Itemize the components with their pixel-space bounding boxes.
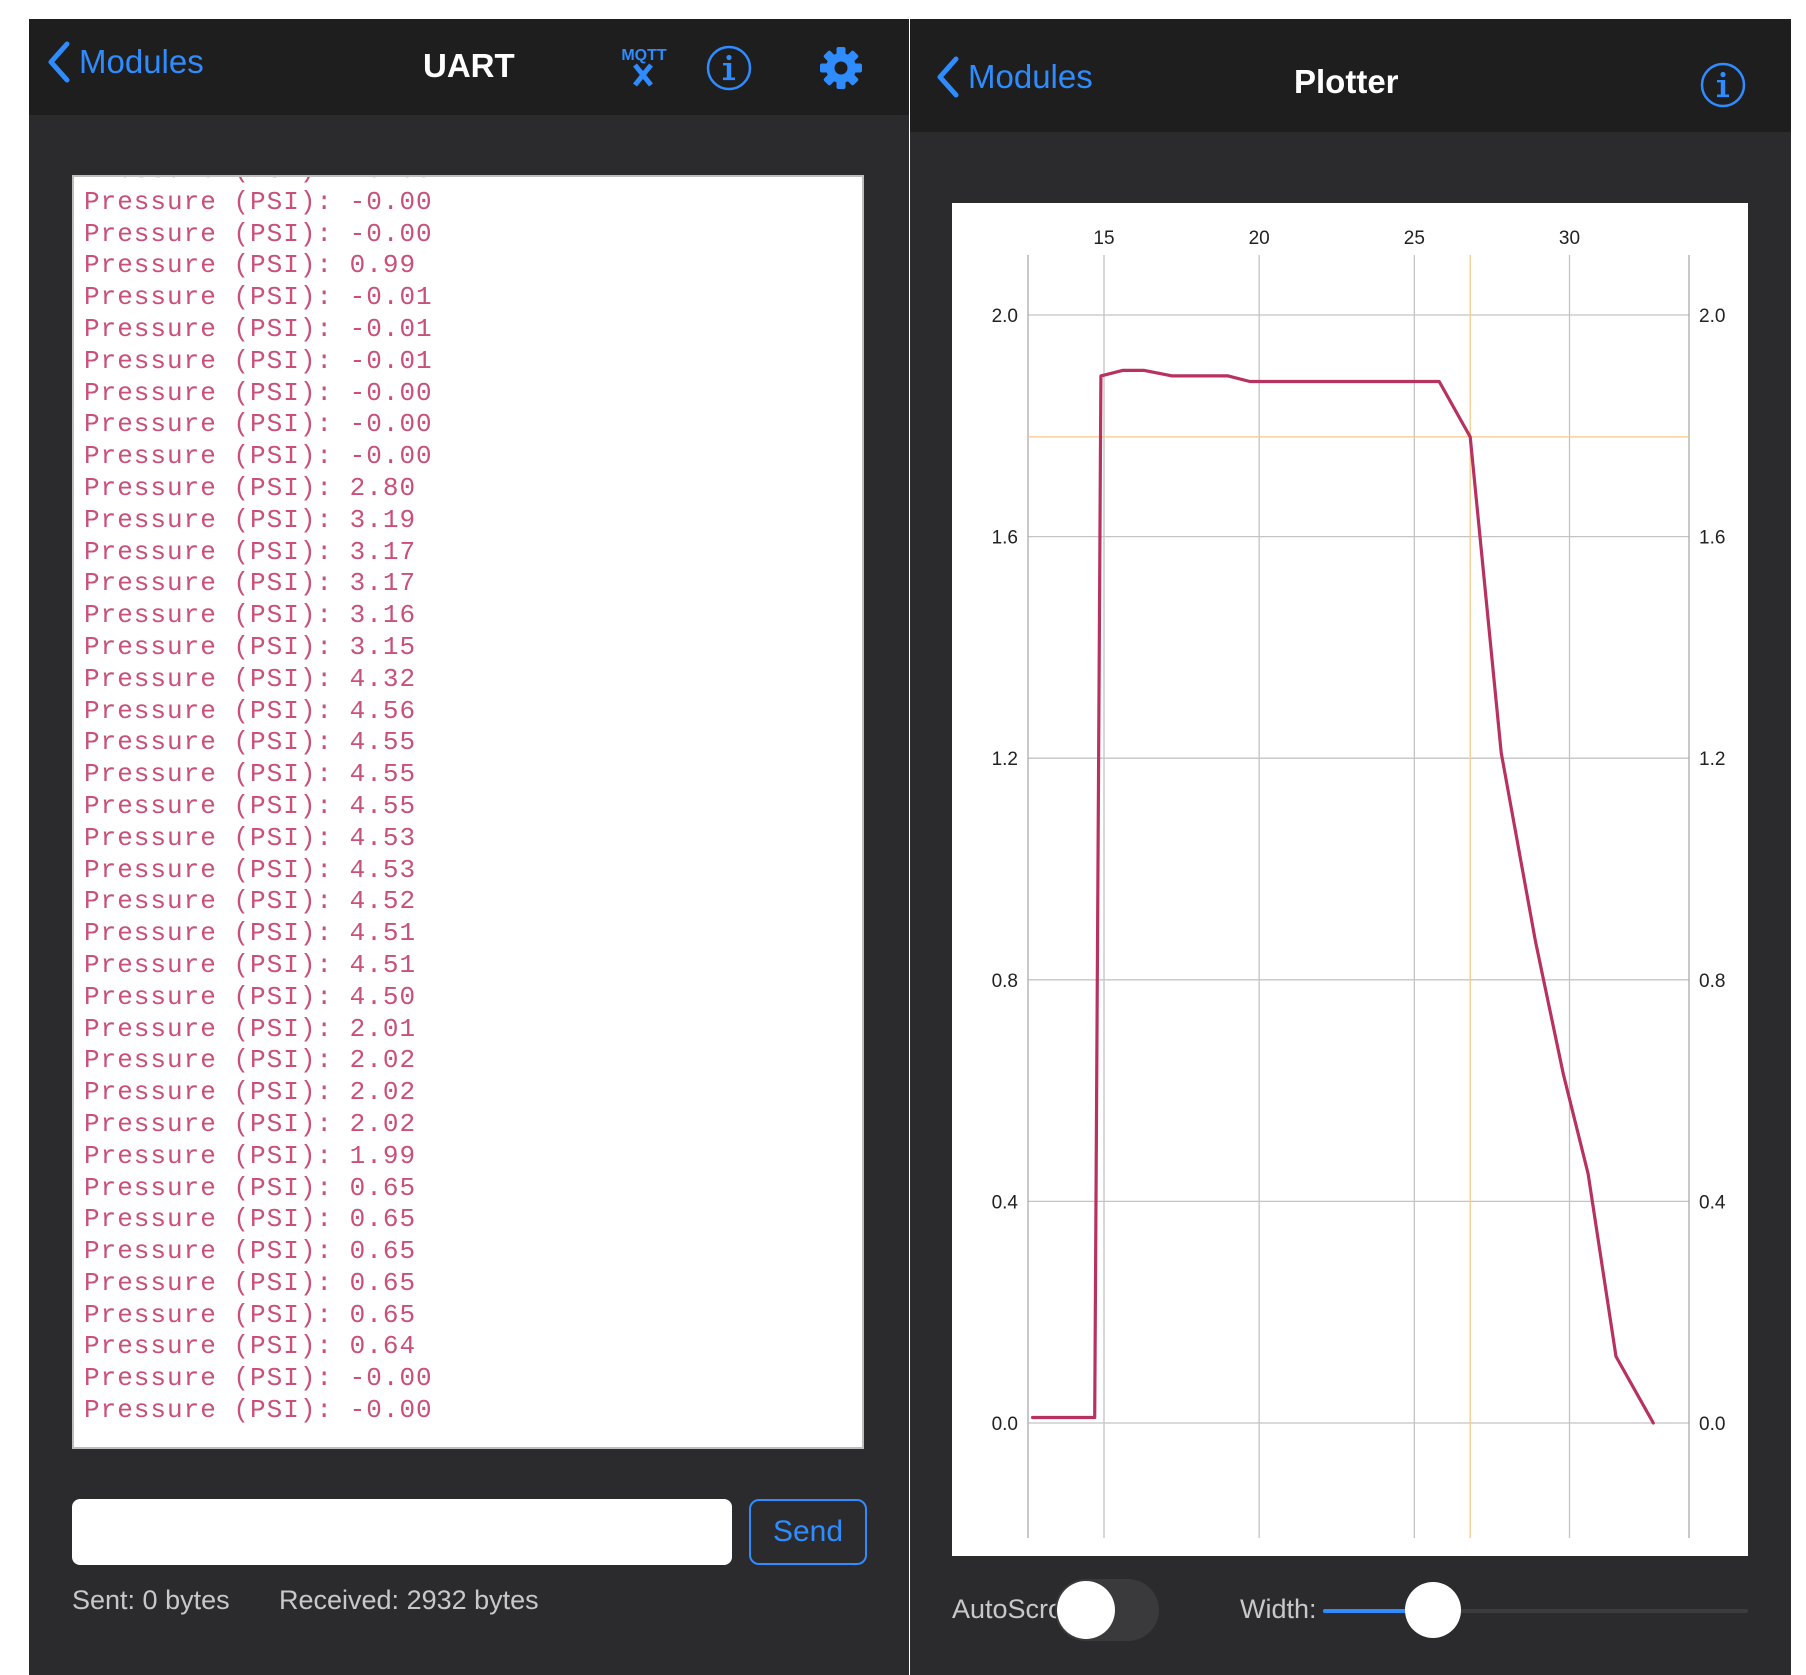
console-line: Pressure (PSI): 2.01 bbox=[84, 1013, 417, 1044]
y-tick-label-left: 1.2 bbox=[992, 749, 1018, 770]
uart-panel: Modules UART MQTT bbox=[29, 19, 909, 1675]
x-tick-label: 25 bbox=[1404, 228, 1425, 249]
uart-back-button[interactable]: Modules bbox=[47, 41, 204, 83]
y-tick-label-left: 2.0 bbox=[992, 306, 1018, 327]
plot-area[interactable]: 15 20 25 30 0.0 0.0 0.4 0.4 0.8 0.8 1.2 1.2 1.6 1.6 2.… bbox=[952, 203, 1748, 1556]
console-lines: Pressure (PSI): -0.00 Pressure (PSI): -0.… bbox=[84, 177, 433, 1427]
uart-title: UART bbox=[423, 47, 515, 84]
console-line: Pressure (PSI): -0.00 bbox=[84, 218, 433, 249]
console-line: Pressure (PSI): 0.65 bbox=[84, 1267, 417, 1298]
console-line: Pressure (PSI): 2.02 bbox=[84, 1045, 417, 1076]
console-line: Pressure (PSI): 3.17 bbox=[84, 536, 417, 567]
width-slider-fill bbox=[1323, 1609, 1434, 1613]
y-tick-label-right: 0.4 bbox=[1699, 1192, 1726, 1213]
pressure-series-line bbox=[1030, 368, 1655, 1425]
console-line: Pressure (PSI): 4.50 bbox=[84, 981, 417, 1012]
mqtt-button[interactable]: MQTT bbox=[616, 45, 672, 89]
console-line: Pressure (PSI): 0.65 bbox=[84, 1172, 417, 1203]
console-line: Pressure (PSI): 4.52 bbox=[84, 886, 417, 917]
console-line: Pressure (PSI): 0.65 bbox=[84, 1204, 417, 1235]
console-line: Pressure (PSI): 1.99 bbox=[84, 1140, 417, 1171]
x-tick-label: 30 bbox=[1559, 228, 1580, 249]
width-slider[interactable] bbox=[1323, 1579, 1748, 1641]
plotter-title: Plotter bbox=[1294, 63, 1399, 100]
send-button[interactable]: Send bbox=[749, 1499, 867, 1565]
autoscroll-toggle[interactable] bbox=[1055, 1579, 1159, 1641]
y-tick-label-right: 0.0 bbox=[1699, 1414, 1725, 1435]
console-line: Pressure (PSI): 4.32 bbox=[84, 663, 417, 694]
console-line: Pressure (PSI): 4.53 bbox=[84, 822, 417, 853]
console-line: Pressure (PSI): 0.65 bbox=[84, 1299, 417, 1330]
console-line: Pressure (PSI): -0.00 bbox=[84, 377, 433, 408]
width-label: Width: bbox=[1240, 1594, 1317, 1624]
plotter-info-button[interactable] bbox=[1700, 62, 1746, 108]
console-line: Pressure (PSI): -0.00 bbox=[84, 177, 433, 187]
console-line: Pressure (PSI): 4.51 bbox=[84, 949, 417, 980]
uart-console[interactable]: Pressure (PSI): -0.00 Pressure (PSI): -0.… bbox=[72, 175, 864, 1449]
width-slider-thumb[interactable] bbox=[1405, 1582, 1462, 1638]
y-tick-label-right: 1.6 bbox=[1699, 528, 1725, 549]
chevron-left-icon bbox=[937, 56, 959, 98]
console-line: Pressure (PSI): 2.02 bbox=[84, 1108, 417, 1139]
y-tick-label-right: 0.8 bbox=[1699, 971, 1725, 992]
console-line: Pressure (PSI): 3.17 bbox=[84, 568, 417, 599]
console-line: Pressure (PSI): 0.64 bbox=[84, 1331, 417, 1362]
autoscroll-toggle-knob bbox=[1057, 1581, 1115, 1639]
console-line: Pressure (PSI): -0.00 bbox=[84, 409, 433, 440]
width-slider-track bbox=[1323, 1609, 1748, 1613]
console-line: Pressure (PSI): 4.55 bbox=[84, 727, 417, 758]
console-line: Pressure (PSI): -0.01 bbox=[84, 282, 433, 313]
console-line: Pressure (PSI): 4.56 bbox=[84, 695, 417, 726]
console-line: Pressure (PSI): 2.02 bbox=[84, 1077, 417, 1108]
uart-send-input[interactable] bbox=[72, 1499, 732, 1565]
x-tick-label: 20 bbox=[1249, 228, 1270, 249]
y-tick-label-left: 0.8 bbox=[992, 971, 1018, 992]
console-line: Pressure (PSI): 4.55 bbox=[84, 759, 417, 790]
plotter-panel: Modules Plotter 15 20 25 30 0.0 0.0 0.4 0.4 0.8 0… bbox=[910, 19, 1791, 1675]
uart-navbar: Modules UART MQTT bbox=[29, 19, 909, 115]
info-icon bbox=[1700, 62, 1746, 108]
console-line: Pressure (PSI): -0.00 bbox=[84, 1395, 433, 1426]
console-line: Pressure (PSI): -0.01 bbox=[84, 313, 433, 344]
console-line: Pressure (PSI): -0.01 bbox=[84, 345, 433, 376]
console-line: Pressure (PSI): -0.00 bbox=[84, 1363, 433, 1394]
console-line: Pressure (PSI): 0.99 bbox=[84, 250, 417, 281]
plotter-back-button[interactable]: Modules bbox=[936, 56, 1093, 98]
console-line: Pressure (PSI): 3.15 bbox=[84, 631, 417, 662]
y-tick-label-left: 0.0 bbox=[992, 1414, 1018, 1435]
console-line: Pressure (PSI): -0.00 bbox=[84, 441, 433, 472]
gear-icon bbox=[820, 47, 862, 89]
console-line: Pressure (PSI): 2.80 bbox=[84, 472, 417, 503]
x-tick-label: 15 bbox=[1093, 228, 1114, 249]
console-line: Pressure (PSI): 4.55 bbox=[84, 790, 417, 821]
chevron-left-icon bbox=[48, 41, 70, 83]
mqtt-icon: MQTT bbox=[621, 47, 667, 87]
y-tick-label-left: 1.6 bbox=[992, 528, 1018, 549]
plotter-navbar: Modules Plotter bbox=[910, 19, 1791, 132]
console-line: Pressure (PSI): 3.19 bbox=[84, 504, 417, 535]
uart-back-label: Modules bbox=[79, 43, 204, 80]
y-tick-label-right: 1.2 bbox=[1699, 749, 1725, 770]
console-line: Pressure (PSI): 4.51 bbox=[84, 918, 417, 949]
received-bytes-label: Received: 2932 bytes bbox=[279, 1585, 539, 1615]
plotter-back-label: Modules bbox=[968, 58, 1093, 95]
mqtt-icon-text: MQTT bbox=[621, 47, 667, 64]
settings-button[interactable] bbox=[819, 46, 863, 90]
y-tick-label-right: 2.0 bbox=[1699, 306, 1725, 327]
console-line: Pressure (PSI): 4.53 bbox=[84, 854, 417, 885]
y-tick-label-left: 0.4 bbox=[992, 1192, 1019, 1213]
info-icon bbox=[706, 45, 752, 91]
pressure-line-chart: 15 20 25 30 0.0 0.0 0.4 0.4 0.8 0.8 1.2 1.2 1.6 1.6 2.… bbox=[992, 228, 1726, 1538]
sent-bytes-label: Sent: 0 bytes bbox=[72, 1585, 230, 1615]
console-line: Pressure (PSI): 3.16 bbox=[84, 600, 417, 631]
console-line: Pressure (PSI): 0.65 bbox=[84, 1236, 417, 1267]
console-line: Pressure (PSI): -0.00 bbox=[84, 186, 433, 217]
uart-info-button[interactable] bbox=[706, 45, 752, 91]
